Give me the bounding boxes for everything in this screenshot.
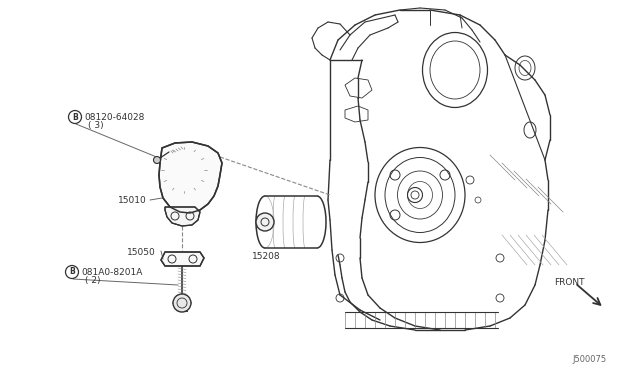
Text: B: B [69,267,75,276]
Text: J500075: J500075 [572,355,606,364]
Circle shape [154,157,161,164]
Text: 08120-64028: 08120-64028 [84,113,145,122]
Circle shape [65,266,79,279]
Text: ( 2): ( 2) [85,276,100,285]
Polygon shape [165,207,200,226]
Polygon shape [161,252,204,266]
Text: 15208: 15208 [252,252,280,261]
Text: 15050: 15050 [127,248,156,257]
Polygon shape [159,142,222,213]
Text: ( 3): ( 3) [88,121,104,130]
Text: B: B [72,112,78,122]
Circle shape [256,213,274,231]
Circle shape [173,294,191,312]
Text: 15010: 15010 [118,196,147,205]
Text: FRONT: FRONT [554,278,584,287]
Circle shape [68,110,81,124]
Text: 081A0-8201A: 081A0-8201A [81,268,142,277]
